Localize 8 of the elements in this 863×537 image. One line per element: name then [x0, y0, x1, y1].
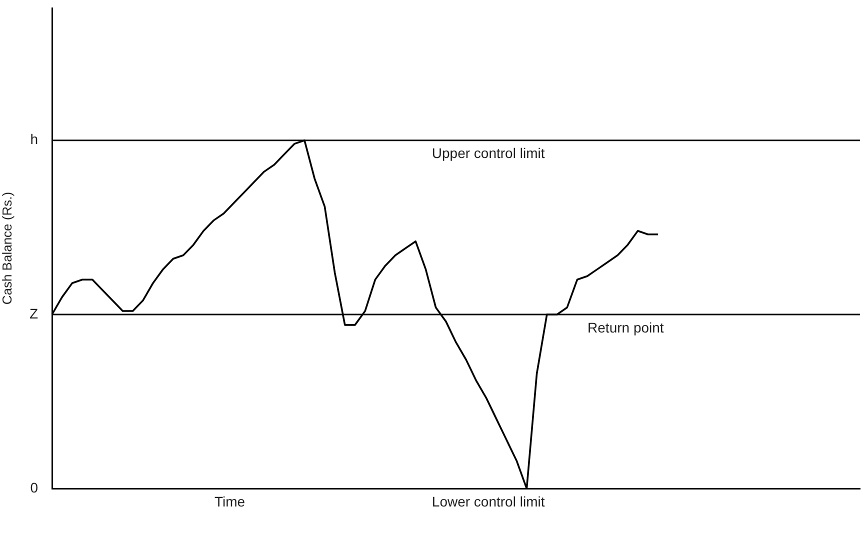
x-axis-title: Time — [214, 493, 246, 510]
text: Lower control limit — [432, 493, 545, 510]
y-axis-title: Cash Balance (Rs.) — [0, 192, 14, 305]
ref-line-label: Return point — [588, 319, 664, 336]
ref-line-label: Upper control limit — [432, 145, 545, 162]
text: h — [30, 131, 38, 148]
text: Z — [29, 305, 38, 322]
text: 0 — [30, 479, 38, 496]
